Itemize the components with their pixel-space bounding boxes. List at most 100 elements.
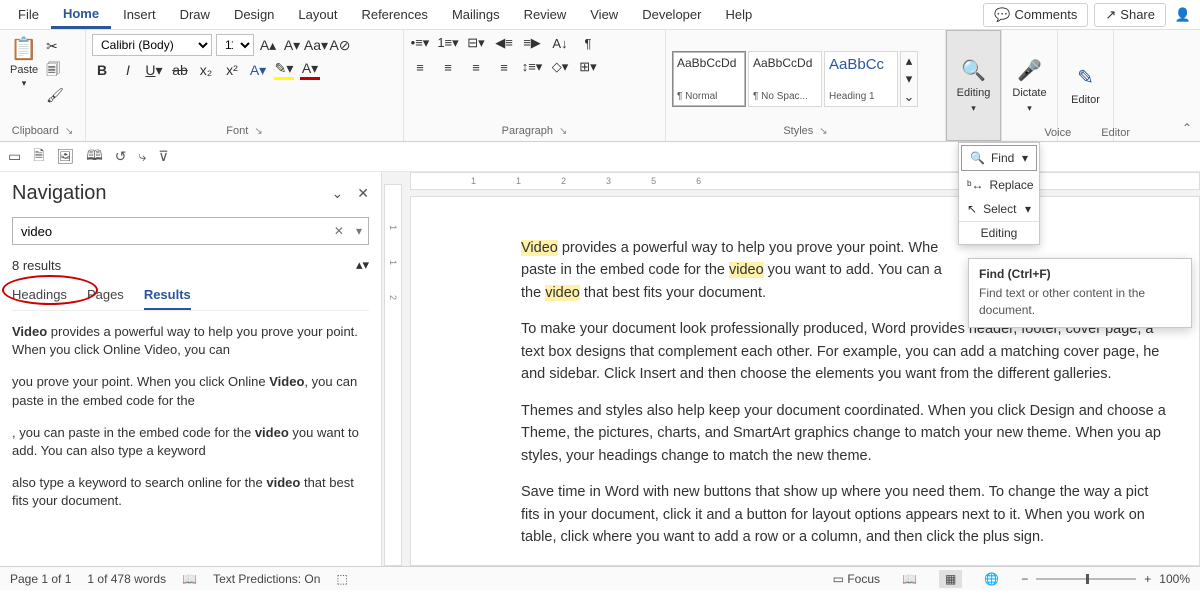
tab-developer[interactable]: Developer xyxy=(630,2,713,27)
clear-format-icon[interactable]: A⊘ xyxy=(330,35,350,55)
vertical-ruler[interactable]: 112 xyxy=(384,184,402,566)
tab-help[interactable]: Help xyxy=(713,2,764,27)
read-mode-icon[interactable]: 📖 xyxy=(896,570,923,588)
numbering-icon[interactable]: 1≡▾ xyxy=(438,34,458,52)
search-dropdown-icon[interactable]: ▾ xyxy=(350,224,368,238)
subscript-button[interactable]: x₂ xyxy=(196,60,216,80)
horizontal-ruler[interactable]: 112356 xyxy=(410,172,1200,190)
next-result-icon[interactable]: ▾ xyxy=(362,257,369,272)
tab-review[interactable]: Review xyxy=(512,2,579,27)
underline-button[interactable]: U▾ xyxy=(144,60,164,80)
find-menu-item[interactable]: 🔍Find▾ xyxy=(961,145,1037,171)
format-painter-icon[interactable]: 🖌 xyxy=(46,87,64,104)
collapse-ribbon-icon[interactable]: ⌃ xyxy=(1182,121,1192,135)
tab-layout[interactable]: Layout xyxy=(286,2,349,27)
show-marks-icon[interactable]: ¶ xyxy=(578,34,598,52)
decrease-indent-icon[interactable]: ◀≡ xyxy=(494,34,514,52)
qat-more-icon[interactable]: ⊽ xyxy=(158,148,168,165)
nav-tab-results[interactable]: Results xyxy=(144,287,191,310)
align-left-icon[interactable]: ≡ xyxy=(410,58,430,76)
font-name-select[interactable]: Calibri (Body) xyxy=(92,34,212,56)
tab-draw[interactable]: Draw xyxy=(168,2,222,27)
font-color-icon[interactable]: A▾ xyxy=(300,60,320,80)
paragraph-launcher[interactable]: ↘ xyxy=(559,126,567,137)
style-nospacing[interactable]: AaBbCcDd¶ No Spac... xyxy=(748,51,822,107)
style-normal[interactable]: AaBbCcDd¶ Normal xyxy=(672,51,746,107)
font-size-select[interactable]: 11 xyxy=(216,34,254,56)
multilevel-icon[interactable]: ⊟▾ xyxy=(466,34,486,52)
zoom-level[interactable]: 100% xyxy=(1159,572,1190,586)
word-count[interactable]: 1 of 478 words xyxy=(87,572,166,586)
tab-file[interactable]: File xyxy=(6,2,51,27)
line-spacing-icon[interactable]: ↕≡▾ xyxy=(522,58,542,76)
align-center-icon[interactable]: ≡ xyxy=(438,58,458,76)
style-heading1[interactable]: AaBbCcHeading 1 xyxy=(824,51,898,107)
italic-button[interactable]: I xyxy=(118,60,138,80)
tab-insert[interactable]: Insert xyxy=(111,2,168,27)
styles-launcher[interactable]: ↘ xyxy=(819,126,827,137)
zoom-control[interactable]: − + 100% xyxy=(1021,572,1190,586)
clear-search-icon[interactable]: ✕ xyxy=(328,224,350,238)
nav-tab-pages[interactable]: Pages xyxy=(87,287,124,310)
bold-button[interactable]: B xyxy=(92,60,112,80)
document-page[interactable]: Video provides a powerful way to help yo… xyxy=(410,196,1200,566)
zoom-out-icon[interactable]: − xyxy=(1021,572,1028,586)
macro-icon[interactable]: ⬚ xyxy=(336,572,347,586)
styles-more[interactable]: ▴▾⌄ xyxy=(900,51,918,107)
justify-icon[interactable]: ≡ xyxy=(494,58,514,76)
editor-button[interactable]: ✎Editor xyxy=(1058,30,1114,141)
result-item[interactable]: also type a keyword to search online for… xyxy=(12,474,369,510)
copy-icon[interactable]: 🗐 xyxy=(46,59,64,83)
increase-indent-icon[interactable]: ≡▶ xyxy=(522,34,542,52)
nav-close-icon[interactable]: ✕ xyxy=(357,185,369,202)
dictate-button[interactable]: 🎤Dictate▾ xyxy=(1002,30,1058,141)
shrink-font-icon[interactable]: A▾ xyxy=(282,35,302,55)
nav-collapse-icon[interactable]: ⌄ xyxy=(332,185,344,202)
tab-references[interactable]: References xyxy=(349,2,439,27)
print-layout-icon[interactable]: ▦ xyxy=(939,570,962,588)
font-launcher[interactable]: ↘ xyxy=(254,126,262,137)
page-indicator[interactable]: Page 1 of 1 xyxy=(10,572,71,586)
comments-button[interactable]: 💬Comments xyxy=(983,3,1088,27)
nav-search-input[interactable] xyxy=(13,224,328,239)
text-effects-icon[interactable]: A▾ xyxy=(248,60,268,80)
borders-icon[interactable]: ⊞▾ xyxy=(578,58,598,76)
editing-button[interactable]: 🔍Editing▾ xyxy=(946,30,1002,141)
select-menu-item[interactable]: ↖Select▾ xyxy=(959,197,1039,221)
replace-menu-item[interactable]: ᵇ↔Replace xyxy=(959,173,1039,197)
zoom-in-icon[interactable]: + xyxy=(1144,572,1151,586)
nav-search-box[interactable]: ✕ ▾ xyxy=(12,217,369,245)
tab-home[interactable]: Home xyxy=(51,1,111,29)
bullets-icon[interactable]: •≡▾ xyxy=(410,34,430,52)
tab-view[interactable]: View xyxy=(578,2,630,27)
align-right-icon[interactable]: ≡ xyxy=(466,58,486,76)
tab-mailings[interactable]: Mailings xyxy=(440,2,512,27)
qat-new-icon[interactable]: 🗎 xyxy=(33,145,44,169)
text-predictions[interactable]: Text Predictions: On xyxy=(213,572,320,586)
strikethrough-button[interactable]: ab xyxy=(170,60,190,80)
grow-font-icon[interactable]: A▴ xyxy=(258,35,278,55)
qat-print-icon[interactable]: 🕮 xyxy=(86,145,103,169)
result-item[interactable]: Video provides a powerful way to help yo… xyxy=(12,323,369,359)
superscript-button[interactable]: x² xyxy=(222,60,242,80)
qat-redo-icon[interactable]: ⤷ xyxy=(139,148,147,165)
nav-tab-headings[interactable]: Headings xyxy=(12,287,67,310)
paste-button[interactable]: 📋 Paste ▾ xyxy=(6,34,42,91)
clipboard-launcher[interactable]: ↘ xyxy=(65,126,73,137)
highlight-icon[interactable]: ✎▾ xyxy=(274,60,294,80)
shading-icon[interactable]: ◇▾ xyxy=(550,58,570,76)
qat-save-icon[interactable]: ▭ xyxy=(8,148,21,165)
result-item[interactable]: , you can paste in the embed code for th… xyxy=(12,424,369,460)
sort-icon[interactable]: A↓ xyxy=(550,34,570,52)
cut-icon[interactable]: ✂ xyxy=(46,38,64,55)
web-layout-icon[interactable]: 🌐 xyxy=(978,570,1005,588)
change-case-icon[interactable]: Aa▾ xyxy=(306,35,326,55)
focus-button[interactable]: ▭ Focus xyxy=(833,572,880,586)
account-icon[interactable]: 👤 xyxy=(1172,4,1194,26)
qat-undo-icon[interactable]: ↺ xyxy=(115,148,127,165)
tab-design[interactable]: Design xyxy=(222,2,286,27)
result-item[interactable]: you prove your point. When you click Onl… xyxy=(12,373,369,409)
qat-open-icon[interactable]: 🖼 xyxy=(57,148,75,165)
proofing-icon[interactable]: 📖 xyxy=(182,572,197,586)
share-button[interactable]: ↗Share xyxy=(1094,3,1166,27)
